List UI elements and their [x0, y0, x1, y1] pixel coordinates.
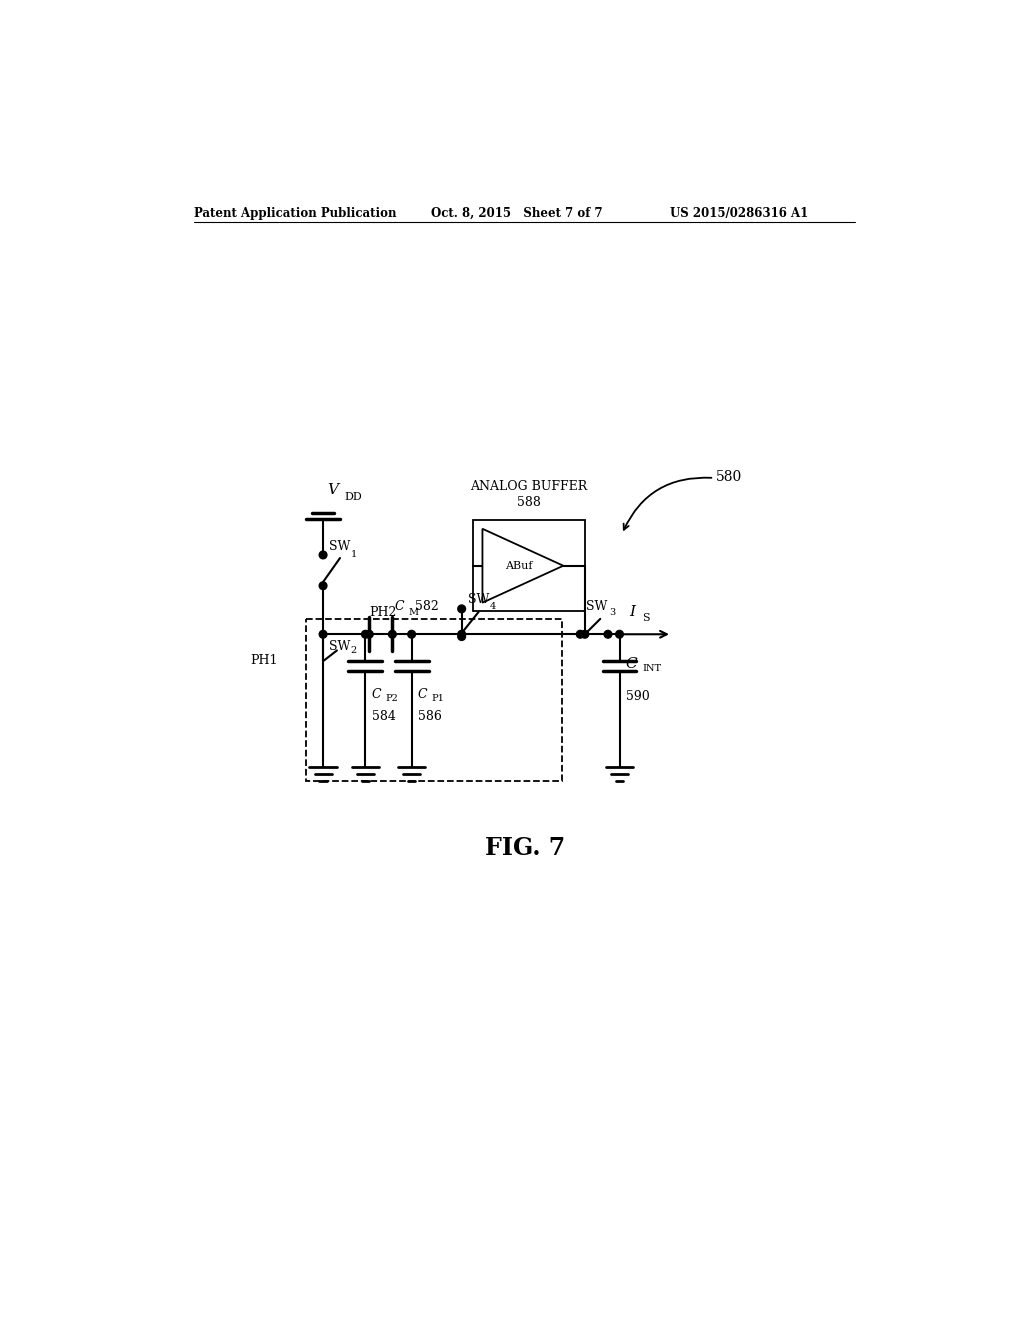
Circle shape [577, 631, 584, 638]
Circle shape [366, 631, 373, 638]
Text: US 2015/0286316 A1: US 2015/0286316 A1 [670, 207, 808, 220]
Circle shape [581, 631, 589, 638]
Text: FIG. 7: FIG. 7 [484, 836, 565, 861]
Text: C: C [626, 657, 637, 672]
Text: M: M [409, 609, 419, 618]
Circle shape [319, 552, 327, 558]
Text: V: V [327, 483, 338, 498]
Text: 4: 4 [489, 602, 496, 611]
Text: C: C [394, 599, 404, 612]
Bar [306, 619, 562, 780]
Text: PH2: PH2 [370, 606, 396, 619]
Text: Patent Application Publication: Patent Application Publication [195, 207, 397, 220]
Circle shape [458, 632, 466, 640]
Text: INT: INT [643, 664, 662, 672]
Text: P2: P2 [385, 694, 398, 704]
Text: C: C [372, 688, 381, 701]
Text: 584: 584 [372, 710, 395, 723]
Text: SW: SW [330, 540, 350, 553]
Text: C: C [418, 688, 427, 701]
Text: DD: DD [345, 492, 362, 502]
Text: SW: SW [330, 640, 350, 653]
Circle shape [388, 631, 396, 638]
Bar [473, 520, 585, 611]
Text: 586: 586 [418, 710, 441, 723]
Text: I: I [629, 605, 635, 619]
Circle shape [361, 631, 370, 638]
Text: 2: 2 [351, 645, 357, 655]
Text: 588: 588 [517, 496, 541, 508]
Circle shape [408, 631, 416, 638]
Circle shape [458, 605, 466, 612]
Text: 590: 590 [626, 689, 649, 702]
Text: S: S [643, 614, 650, 623]
Text: 580: 580 [716, 470, 742, 484]
Text: ABuf: ABuf [505, 561, 532, 570]
Text: 582: 582 [415, 599, 438, 612]
Circle shape [615, 631, 624, 638]
Text: 3: 3 [609, 609, 615, 618]
Text: Oct. 8, 2015   Sheet 7 of 7: Oct. 8, 2015 Sheet 7 of 7 [431, 207, 602, 220]
Text: ANALOG BUFFER: ANALOG BUFFER [470, 480, 588, 494]
Circle shape [319, 631, 327, 638]
Text: PH1: PH1 [250, 653, 278, 667]
Text: 1: 1 [351, 550, 357, 558]
Text: SW: SW [468, 593, 489, 606]
Text: P1: P1 [432, 694, 444, 704]
Circle shape [604, 631, 611, 638]
Text: SW: SW [587, 599, 608, 612]
Circle shape [458, 631, 466, 638]
Circle shape [319, 582, 327, 590]
